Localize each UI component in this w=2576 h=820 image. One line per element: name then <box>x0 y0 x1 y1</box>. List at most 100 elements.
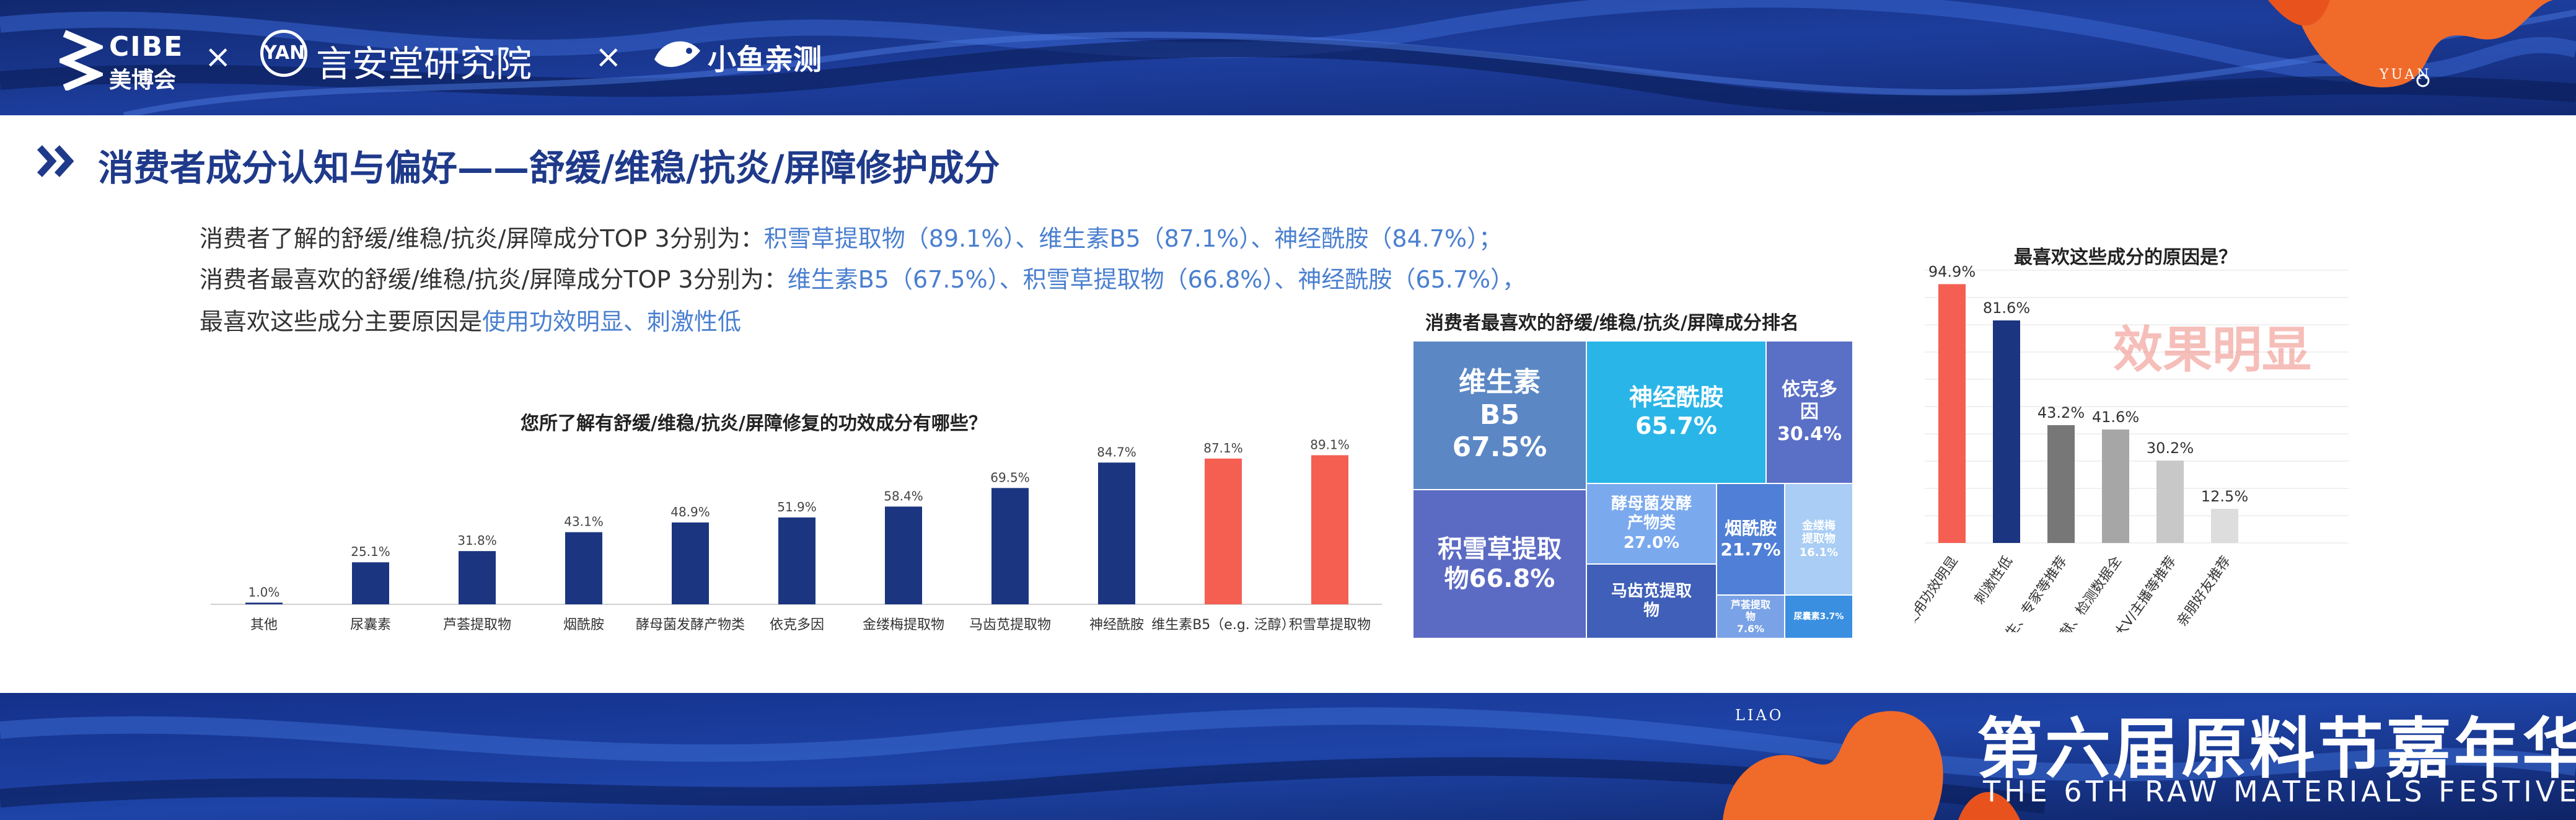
tick-label: 尿囊素 <box>350 617 391 633</box>
data-label: 81.6% <box>1983 299 2030 317</box>
corner-tag: YUAN <box>2380 67 2432 82</box>
treemap-cell-label: 27.0% <box>1623 533 1680 552</box>
data-label: 58.4% <box>884 488 923 503</box>
treemap-cell: 芦荟提取物 7.6% <box>1717 595 1785 638</box>
treemap-cell-label: 物66.8% <box>1444 565 1555 593</box>
data-label: 43.1% <box>564 514 604 529</box>
summary-line: 消费者了解的舒缓/维稳/抗炎/屏障成分TOP 3分别为：积雪草提取物（89.1%… <box>200 219 1502 253</box>
tick-label: 金缕梅提取物 <box>863 617 944 633</box>
tick-label: 依克多因 <box>770 617 824 633</box>
data-label: 30.2% <box>2147 439 2194 457</box>
data-label: 25.1% <box>351 544 390 559</box>
bar <box>885 506 922 604</box>
data-label: 84.7% <box>1097 444 1136 459</box>
treemap-cell: 依克多因 30.4% <box>1766 341 1853 483</box>
tick-label: 维生素B5（e.g. 泛醇） <box>1151 617 1295 633</box>
bar <box>672 522 709 604</box>
tick-label: 使用功效明显 <box>1915 553 1961 629</box>
reasons-bar-chart: 94.9%使用功效明显81.6%刺激性低43.2%医生、专家等推荐41.6%文献… <box>1915 263 2349 632</box>
yanantang-logo-text: 言安堂研究院 <box>316 43 532 85</box>
tick-label: 积雪草提取物 <box>1289 617 1371 633</box>
bar <box>459 551 496 604</box>
double-chevron-icon <box>37 145 74 177</box>
summary-prefix: 消费者了解的舒缓/维稳/抗炎/屏障成分TOP 3分别为： <box>200 225 764 252</box>
bar <box>2047 425 2075 543</box>
summary-line: 消费者最喜欢的舒缓/维稳/抗炎/屏障成分TOP 3分别为：维生素B5（67.5%… <box>200 260 1526 294</box>
header-banner: CIBE 美博会 × YAN 言安堂研究院 × 小鱼亲测 YUAN <box>0 0 2576 115</box>
footer-tag: LIAO <box>1735 707 1784 724</box>
logo-separator: × <box>204 38 232 76</box>
data-label: 12.5% <box>2201 488 2248 505</box>
tick-label: 亲朋好友推荐 <box>2174 553 2234 629</box>
bar <box>2102 429 2129 543</box>
treemap-cell-label: 提取物 <box>1802 532 1835 546</box>
cibe-logo-text: CIBE <box>109 31 184 63</box>
cibe-logo-subtext: 美博会 <box>109 68 177 93</box>
bar <box>991 488 1029 604</box>
treemap-cell-label: 依克多 <box>1782 379 1837 400</box>
data-label: 87.1% <box>1203 441 1243 456</box>
treemap-cell-label: 产物类 <box>1627 514 1676 533</box>
known-ingredients-chart-title: 您所了解有舒缓/维稳/抗炎/屏障修复的功效成分有哪些？ <box>521 413 987 434</box>
data-label: 89.1% <box>1310 437 1350 452</box>
fish-icon <box>654 41 700 68</box>
treemap-cell: 马齿苋提取物 <box>1586 564 1717 638</box>
treemap-cell-label: 烟酰胺 <box>1724 518 1777 539</box>
tick-label: 芦荟提取物 <box>443 617 511 633</box>
yanantang-mark-icon: YAN <box>260 30 307 77</box>
data-label: 31.8% <box>457 533 497 548</box>
summary-prefix: 消费者最喜欢的舒缓/维稳/抗炎/屏障成分TOP 3分别为： <box>200 266 788 293</box>
logo-separator: × <box>595 38 622 76</box>
data-label: 1.0% <box>248 584 280 599</box>
footer-background <box>0 693 2576 820</box>
data-label: 41.6% <box>2092 408 2139 426</box>
treemap-cell: 金缕梅 提取物 16.1% <box>1785 483 1853 595</box>
treemap-cell-label: 65.7% <box>1635 412 1717 439</box>
treemap-cell: 尿囊素3.7% <box>1785 595 1853 638</box>
cibe-mark-icon <box>59 30 103 90</box>
reasons-chart-title: 最喜欢这些成分的原因是？ <box>2014 247 2237 268</box>
bar <box>1098 462 1135 604</box>
data-label: 69.5% <box>990 470 1030 485</box>
cibe-logo: CIBE 美博会 <box>59 25 183 93</box>
bar <box>778 517 815 604</box>
tick-label: 酵母菌发酵产物类 <box>636 617 745 633</box>
treemap-cell-label: 芦荟提取 <box>1730 599 1770 611</box>
treemap-cell-label: 金缕梅 <box>1802 519 1835 532</box>
treemap-cell: 酵母菌发酵 产物类 27.0% <box>1586 483 1717 564</box>
tick-label: 刺激性低 <box>1972 553 2016 607</box>
bar <box>2211 509 2238 543</box>
treemap-cell-label: 因 <box>1800 401 1819 423</box>
treemap-cell-label: 神经酰胺 <box>1629 384 1723 412</box>
treemap-cell-label: 酵母菌发酵 <box>1611 495 1692 514</box>
tick-label: 烟酰胺 <box>563 617 604 633</box>
data-label: 94.9% <box>1928 263 1976 280</box>
favorite-ingredients-treemap: 维生素 B5 67.5% 神经酰胺 65.7% 依克多因 30.4% 积雪草提取 物66.8% 酵… <box>1413 341 1853 645</box>
footer-title: 第六届原料节嘉年华 <box>1977 711 2576 787</box>
treemap-cell: 积雪草提取 物66.8% <box>1413 490 1586 638</box>
treemap-cell-label: B5 <box>1479 399 1520 431</box>
treemap-cell: 神经酰胺 65.7% <box>1586 341 1766 483</box>
treemap-cell-label: 21.7% <box>1720 539 1781 560</box>
bar <box>2156 461 2184 543</box>
treemap-cell: 烟酰胺 21.7% <box>1717 483 1785 595</box>
treemap-cell-label: 7.6% <box>1736 622 1765 635</box>
tick-label: 其他 <box>250 617 278 633</box>
treemap-cell-label: 尿囊素3.7% <box>1793 611 1844 622</box>
treemap-cell-label: 物 <box>1643 601 1659 620</box>
data-label: 48.9% <box>670 505 710 519</box>
tick-label: 马齿苋提取物 <box>969 617 1051 633</box>
treemap-cell-label: 67.5% <box>1452 431 1547 464</box>
bar <box>245 602 283 604</box>
favorite-ingredients-treemap-title: 消费者最喜欢的舒缓/维稳/抗炎/屏障成分排名 <box>1425 312 1799 334</box>
summary-line: 最喜欢这些成分主要原因是使用功效明显、刺激性低 <box>200 302 741 337</box>
bar <box>1311 455 1348 604</box>
bar <box>1993 320 2020 543</box>
summary-highlight: 积雪草提取物（89.1%）、维生素B5（87.1%）、神经酰胺（84.7%）； <box>763 225 1503 252</box>
known-ingredients-bar-chart: 1.0% 其他 25.1% 尿囊素 31.8% 芦荟提取物 43.1% 烟酰胺 48.9% 酵母菌… <box>211 437 1382 633</box>
treemap-cell-label: 维生素 <box>1459 366 1541 398</box>
summary-prefix: 最喜欢这些成分主要原因是 <box>200 308 483 335</box>
footer-subtitle: THE 6TH RAW MATERIALS FESTIVEL <box>1983 775 2576 808</box>
chart-annotation: 效果明显 <box>2113 321 2311 379</box>
bar <box>1205 458 1242 604</box>
